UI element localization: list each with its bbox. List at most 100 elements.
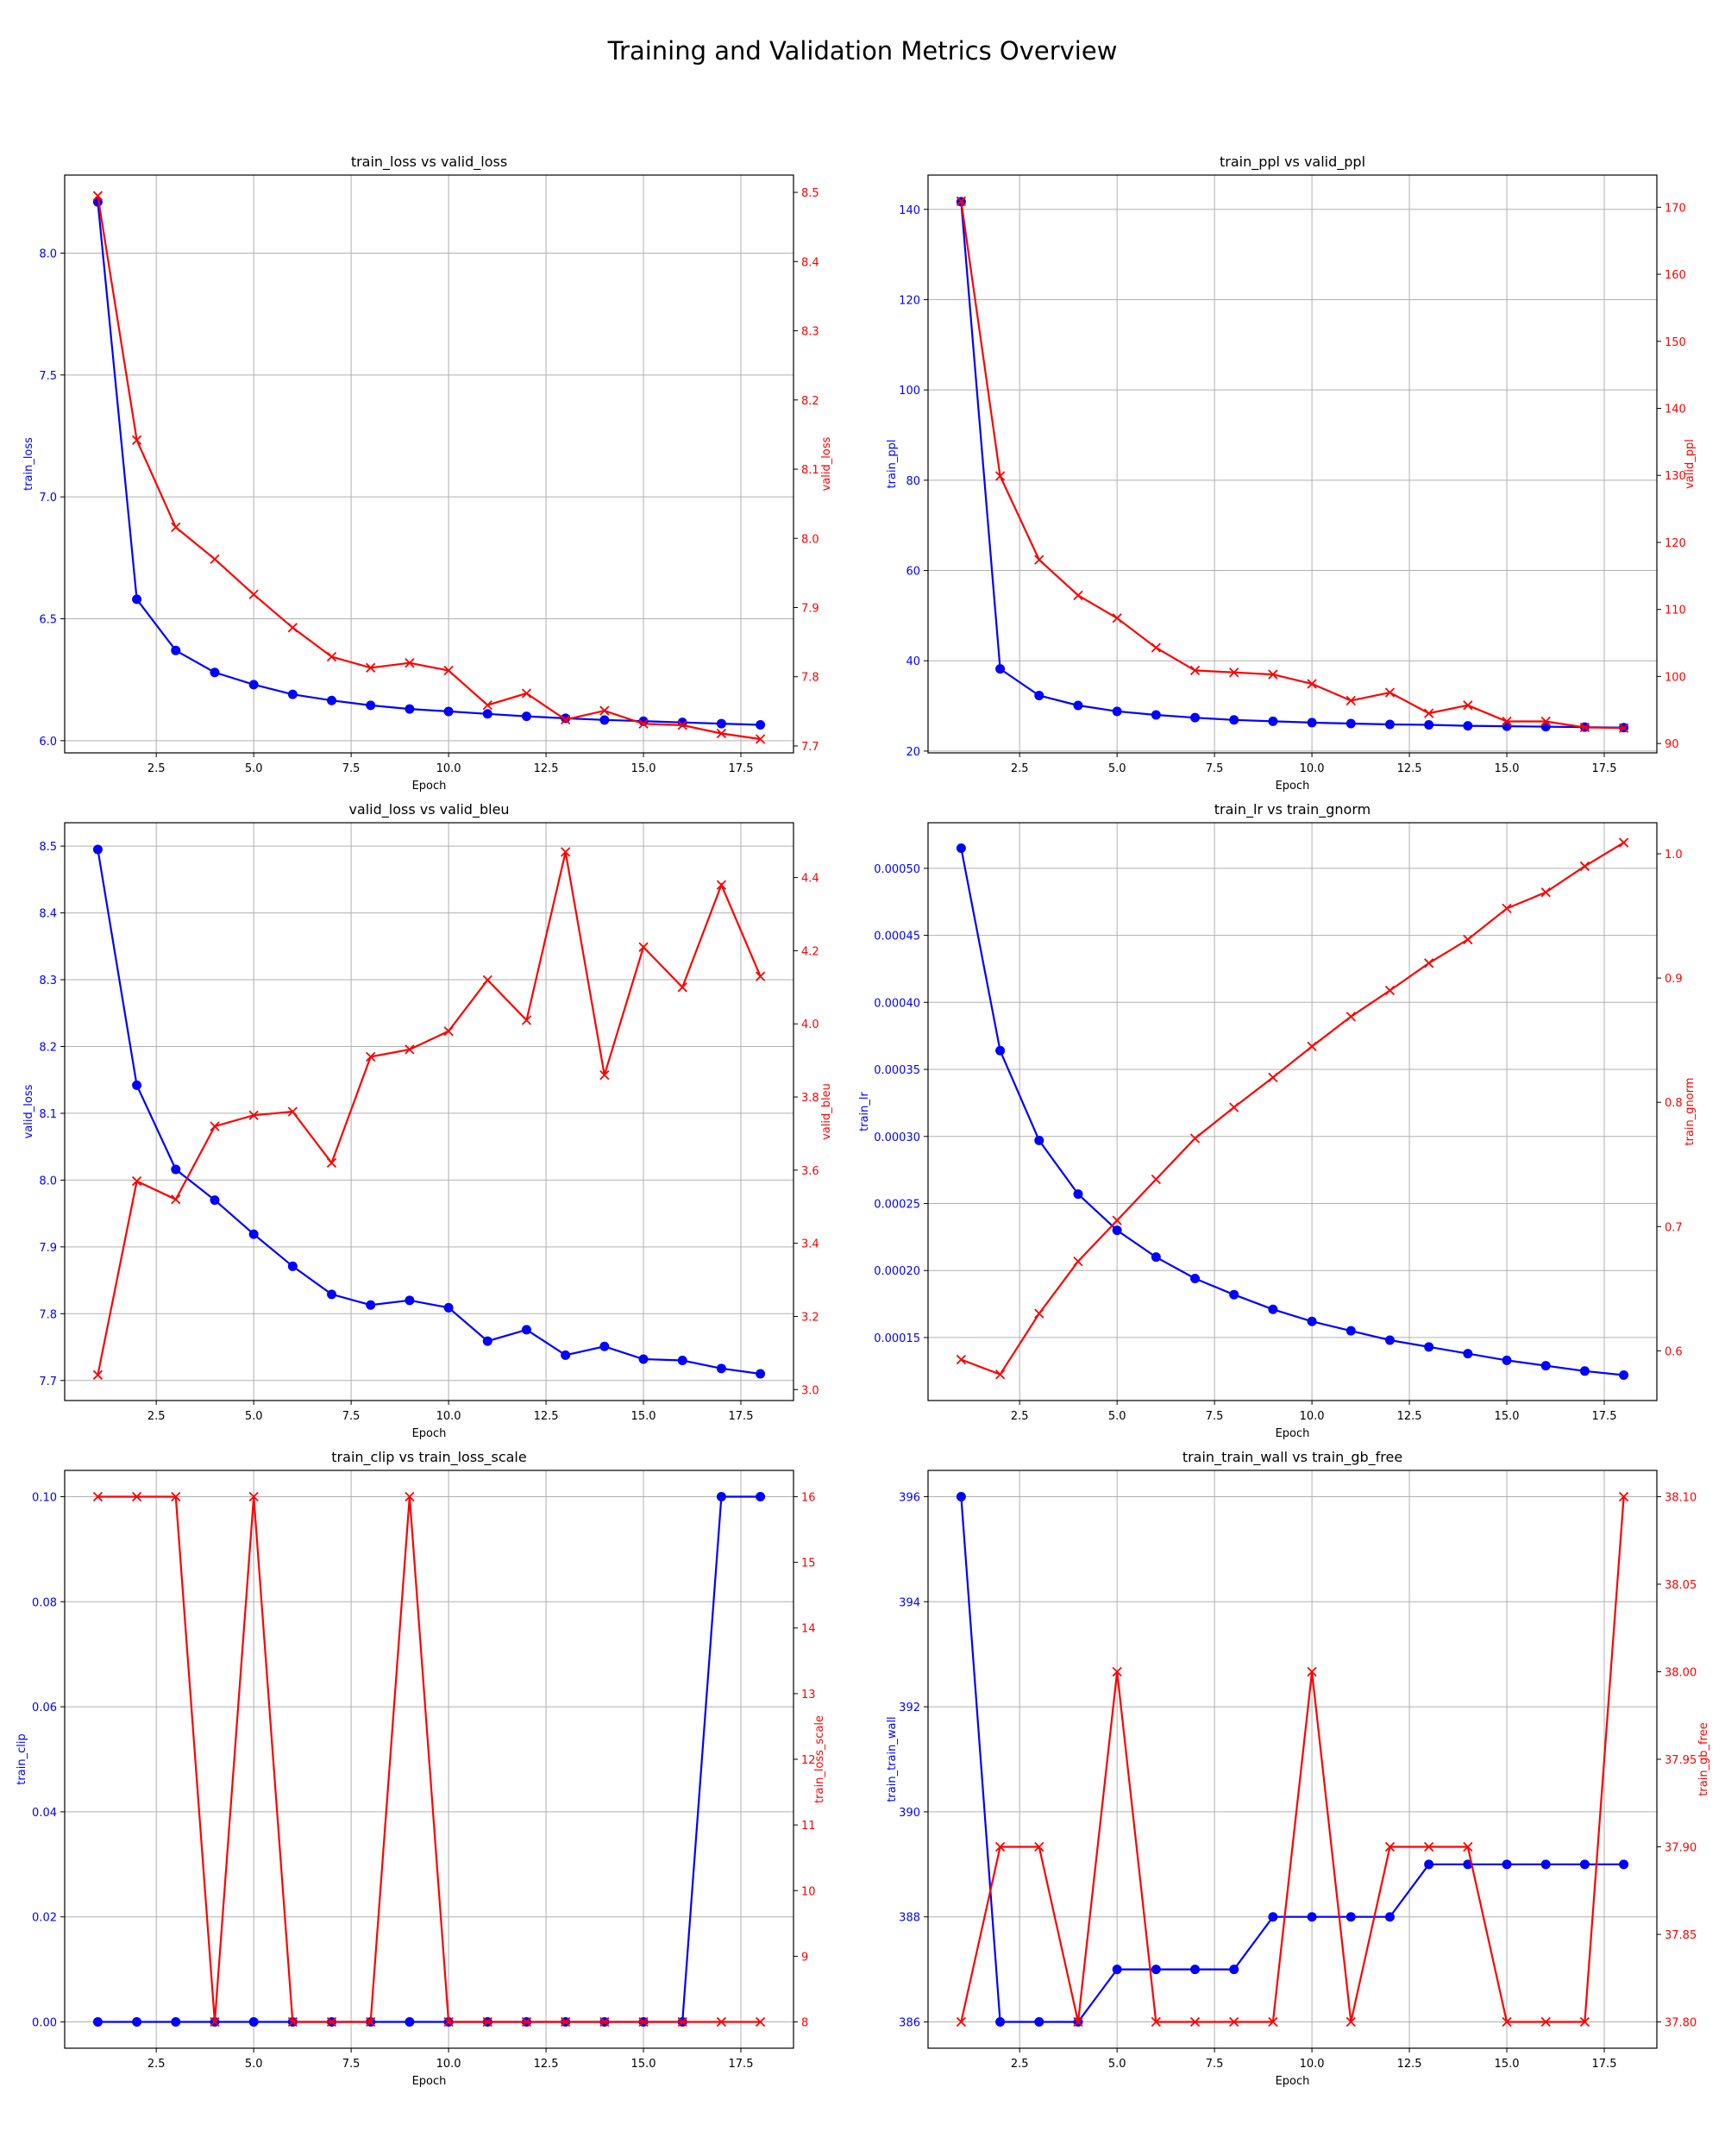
right-data-point — [287, 1106, 298, 1117]
right-data-point — [1579, 861, 1590, 872]
left-data-point — [995, 664, 1006, 674]
left-series-line — [960, 1496, 1624, 2023]
left-data-point — [1268, 1304, 1278, 1314]
right-data-point — [210, 554, 220, 564]
right-data-point — [994, 1841, 1006, 1852]
left-data-point — [1229, 715, 1239, 725]
right-data-point — [1034, 1308, 1044, 1319]
left-data-point — [677, 1356, 687, 1366]
left-data-point — [248, 2017, 259, 2028]
left-y-tick-label: 394 — [899, 1596, 920, 1609]
right-y-tick-label: 7.9 — [801, 602, 819, 615]
right-series-line — [97, 851, 762, 1376]
x-tick-label: 12.5 — [1397, 1410, 1422, 1423]
right-data-point — [92, 191, 104, 201]
left-data-point — [1619, 1859, 1629, 1870]
left-data-point — [1619, 1369, 1629, 1380]
left-series-line — [97, 849, 761, 1376]
right-data-point — [443, 665, 454, 676]
left-y-tick-label: 8.2 — [39, 1041, 57, 1054]
left-series-line — [97, 201, 761, 726]
subplot-2: train_ppl vs valid_ppl 2.5 5.0 7.5 10.0 12.5 1… — [886, 154, 1697, 793]
left-data-point — [1034, 2017, 1044, 2028]
left-data-point — [1384, 1912, 1395, 1922]
left-y-tick-label: 120 — [899, 294, 920, 307]
right-data-point — [638, 942, 649, 952]
right-data-point — [287, 2016, 298, 2028]
left-data-point — [756, 1491, 766, 1501]
right-y-tick-label: 3.8 — [801, 1092, 819, 1105]
left-data-point — [1346, 718, 1356, 729]
left-data-point — [327, 695, 337, 705]
left-data-point — [756, 719, 766, 730]
left-data-point — [92, 844, 103, 855]
right-data-point — [1346, 695, 1356, 706]
left-data-point — [1579, 1859, 1590, 1870]
right-data-point — [248, 589, 259, 599]
left-data-point — [1346, 1912, 1356, 1922]
left-data-point — [1502, 721, 1512, 731]
right-y-tick-label: 0.9 — [1665, 973, 1683, 986]
left-y-tick-label: 7.7 — [39, 1376, 57, 1388]
x-axis-label: Epoch — [1276, 780, 1310, 793]
right-y-tick-label: 8.3 — [801, 326, 819, 339]
left-data-point — [1268, 1912, 1278, 1922]
right-y-tick-label: 10 — [801, 1885, 816, 1898]
right-data-point — [561, 847, 571, 857]
left-data-point — [1424, 720, 1434, 730]
left-data-point — [1384, 1335, 1395, 1345]
left-y-tick-label: 0.00 — [32, 2017, 57, 2030]
right-y-tick-label: 37.85 — [1665, 1929, 1697, 1942]
right-data-point — [171, 1491, 181, 1502]
right-data-point — [1424, 958, 1434, 968]
left-data-point — [1268, 716, 1278, 726]
left-data-point — [561, 713, 571, 724]
left-data-point — [132, 1080, 142, 1090]
right-y-tick-label: 37.95 — [1665, 1754, 1697, 1767]
right-data-point — [210, 1121, 220, 1131]
right-y-tick-label: 9 — [801, 1951, 808, 1964]
left-y-axis-label: valid_loss — [22, 1084, 35, 1138]
left-data-point — [995, 2017, 1006, 2028]
right-series-line — [960, 201, 1624, 730]
left-series-line — [960, 201, 1624, 729]
right-series-line — [961, 842, 1625, 1376]
right-data-point — [716, 880, 727, 890]
left-data-point — [995, 1045, 1006, 1056]
left-y-tick-label: 140 — [899, 204, 920, 217]
left-data-point — [756, 1369, 766, 1379]
left-data-point — [1073, 1189, 1083, 1200]
left-data-point — [327, 1289, 337, 1300]
subplot-3: valid_loss vs valid_bleu 2.5 5.0 7.5 10.0 12.… — [22, 801, 833, 1440]
x-tick-label: 17.5 — [1592, 762, 1617, 775]
left-y-tick-label: 8.0 — [39, 1175, 57, 1188]
right-data-point — [638, 718, 649, 729]
right-y-tick-label: 7.7 — [801, 741, 819, 754]
right-data-point — [131, 1491, 142, 1502]
right-y-tick-label: 4.2 — [801, 945, 819, 958]
right-y-tick-label: 14 — [801, 1623, 816, 1636]
left-y-tick-label: 0.00035 — [874, 1064, 920, 1077]
left-data-point — [482, 709, 492, 719]
subplot-title: valid_loss vs valid_bleu — [348, 801, 509, 818]
right-data-point — [1112, 1666, 1122, 1677]
right-y-axis-label: train_loss_scale — [813, 1715, 826, 1803]
left-data-point — [132, 2017, 142, 2028]
right-data-point — [248, 1110, 259, 1120]
left-data-point — [1229, 1289, 1239, 1300]
subplot-1: train_loss vs valid_loss 2.5 5.0 7.5 10.0 12.… — [22, 154, 833, 793]
right-series-line — [960, 1496, 1625, 2023]
left-data-point — [1151, 1252, 1161, 1263]
left-data-point — [1034, 691, 1044, 701]
right-y-tick-label: 3.4 — [801, 1238, 819, 1251]
left-data-point — [1073, 700, 1083, 711]
left-y-tick-label: 7.8 — [39, 1308, 57, 1321]
left-y-tick-label: 392 — [899, 1702, 920, 1714]
right-data-point — [482, 975, 492, 985]
axes-frame — [64, 822, 794, 1401]
right-data-point — [1307, 1666, 1317, 1677]
right-y-tick-label: 37.90 — [1665, 1842, 1697, 1855]
right-data-point — [1463, 934, 1473, 945]
left-data-point — [521, 711, 531, 722]
right-series-line — [97, 1495, 761, 2023]
